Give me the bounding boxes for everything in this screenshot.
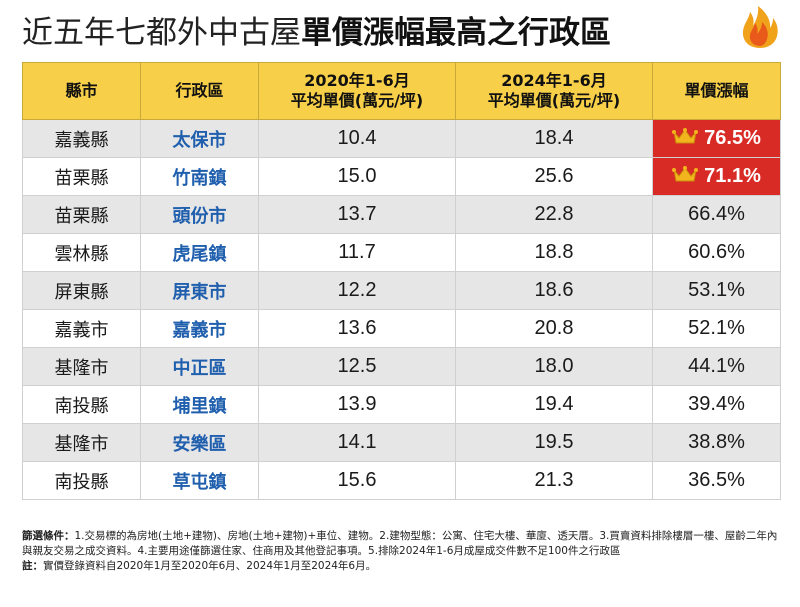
cell-county: 基隆市 <box>22 347 141 386</box>
cell-growth: 53.1% <box>652 271 781 310</box>
flame-icon <box>742 6 778 48</box>
cell-growth: 71.1% <box>652 157 781 196</box>
cell-county: 基隆市 <box>22 423 141 462</box>
table-row: 屏東縣 屏東市 12.2 18.6 53.1% <box>22 271 781 310</box>
header-price-2020: 2020年1-6月 平均單價(萬元/坪) <box>258 62 456 120</box>
crown-icon <box>672 128 699 144</box>
header-price-2024: 2024年1-6月 平均單價(萬元/坪) <box>455 62 653 120</box>
cell-county: 嘉義縣 <box>22 119 141 158</box>
table-row: 苗栗縣 竹南鎮 15.0 25.6 71.1% <box>22 157 781 196</box>
header-price-2024-line1: 2024年1-6月 <box>501 71 607 90</box>
criteria-label: 篩選條件： <box>22 530 75 542</box>
cell-district: 草屯鎮 <box>140 461 259 500</box>
header-district: 行政區 <box>140 62 259 120</box>
cell-county: 苗栗縣 <box>22 157 141 196</box>
growth-value: 71.1% <box>704 165 761 187</box>
cell-district: 安樂區 <box>140 423 259 462</box>
cell-price-2020: 15.0 <box>258 157 456 196</box>
header-county: 縣市 <box>22 62 141 120</box>
cell-price-2020: 13.9 <box>258 385 456 424</box>
cell-price-2020: 13.7 <box>258 195 456 234</box>
cell-county: 雲林縣 <box>22 233 141 272</box>
note-label: 註： <box>22 560 43 572</box>
table-row: 南投縣 埔里鎮 13.9 19.4 39.4% <box>22 385 781 424</box>
price-table-container: 縣市 行政區 2020年1-6月 平均單價(萬元/坪) 2024年1-6月 平均… <box>22 62 781 500</box>
cell-growth: 60.6% <box>652 233 781 272</box>
table-row: 雲林縣 虎尾鎮 11.7 18.8 60.6% <box>22 233 781 272</box>
growth-value: 60.6% <box>688 241 745 263</box>
header-price-2020-line1: 2020年1-6月 <box>304 71 410 90</box>
cell-district: 埔里鎮 <box>140 385 259 424</box>
cell-county: 苗栗縣 <box>22 195 141 234</box>
growth-value: 76.5% <box>704 127 761 149</box>
cell-district: 嘉義市 <box>140 309 259 348</box>
cell-growth: 52.1% <box>652 309 781 348</box>
cell-district: 虎尾鎮 <box>140 233 259 272</box>
note-text: 實價登錄資料自2020年1月至2020年6月、2024年1月至2024年6月。 <box>43 560 377 572</box>
cell-growth: 44.1% <box>652 347 781 386</box>
cell-county: 南投縣 <box>22 461 141 500</box>
cell-district: 屏東市 <box>140 271 259 310</box>
price-growth-table: 縣市 行政區 2020年1-6月 平均單價(萬元/坪) 2024年1-6月 平均… <box>22 62 781 500</box>
cell-price-2024: 21.3 <box>455 461 653 500</box>
cell-price-2024: 22.8 <box>455 195 653 234</box>
cell-county: 嘉義市 <box>22 309 141 348</box>
header-price-2024-line2: 平均單價(萬元/坪) <box>487 91 621 110</box>
cell-price-2024: 19.4 <box>455 385 653 424</box>
table-row: 苗栗縣 頭份市 13.7 22.8 66.4% <box>22 195 781 234</box>
cell-price-2020: 14.1 <box>258 423 456 462</box>
criteria-note: 篩選條件：1.交易標的為房地(土地+建物)、房地(土地+建物)+車位、建物。2.… <box>22 529 782 559</box>
cell-growth: 76.5% <box>652 119 781 158</box>
source-note: 註：實價登錄資料自2020年1月至2020年6月、2024年1月至2024年6月… <box>22 559 782 574</box>
header-growth: 單價漲幅 <box>652 62 781 120</box>
cell-price-2020: 15.6 <box>258 461 456 500</box>
growth-value: 36.5% <box>688 469 745 491</box>
cell-county: 屏東縣 <box>22 271 141 310</box>
cell-price-2024: 19.5 <box>455 423 653 462</box>
cell-growth: 66.4% <box>652 195 781 234</box>
cell-price-2020: 13.6 <box>258 309 456 348</box>
growth-value: 38.8% <box>688 431 745 453</box>
criteria-text: 1.交易標的為房地(土地+建物)、房地(土地+建物)+車位、建物。2.建物型態：… <box>22 530 778 557</box>
growth-value: 66.4% <box>688 203 745 225</box>
cell-growth: 36.5% <box>652 461 781 500</box>
table-row: 基隆市 安樂區 14.1 19.5 38.8% <box>22 423 781 462</box>
cell-district: 中正區 <box>140 347 259 386</box>
page-title: 近五年七都外中古屋 單價漲幅最高之行政區 <box>22 6 611 52</box>
cell-district: 太保市 <box>140 119 259 158</box>
growth-value: 39.4% <box>688 393 745 415</box>
cell-price-2020: 12.2 <box>258 271 456 310</box>
cell-price-2024: 25.6 <box>455 157 653 196</box>
growth-value: 52.1% <box>688 317 745 339</box>
cell-price-2024: 18.0 <box>455 347 653 386</box>
table-row: 嘉義市 嘉義市 13.6 20.8 52.1% <box>22 309 781 348</box>
title-bold: 單價漲幅最高之行政區 <box>301 14 611 51</box>
table-row: 南投縣 草屯鎮 15.6 21.3 36.5% <box>22 461 781 500</box>
growth-value: 53.1% <box>688 279 745 301</box>
table-body: 嘉義縣 太保市 10.4 18.4 76.5% 苗栗縣 竹南鎮 15.0 25.6 71.1% 苗栗… <box>22 119 781 500</box>
crown-icon <box>672 166 699 182</box>
cell-price-2024: 18.4 <box>455 119 653 158</box>
cell-district: 竹南鎮 <box>140 157 259 196</box>
footnotes: 篩選條件：1.交易標的為房地(土地+建物)、房地(土地+建物)+車位、建物。2.… <box>22 529 782 574</box>
cell-price-2024: 18.6 <box>455 271 653 310</box>
cell-growth: 39.4% <box>652 385 781 424</box>
cell-price-2024: 18.8 <box>455 233 653 272</box>
title-normal: 近五年七都外中古屋 <box>22 14 301 51</box>
table-row: 嘉義縣 太保市 10.4 18.4 76.5% <box>22 119 781 158</box>
cell-district: 頭份市 <box>140 195 259 234</box>
cell-price-2020: 12.5 <box>258 347 456 386</box>
cell-price-2020: 11.7 <box>258 233 456 272</box>
growth-value: 44.1% <box>688 355 745 377</box>
header-price-2020-line2: 平均單價(萬元/坪) <box>290 91 424 110</box>
cell-price-2020: 10.4 <box>258 119 456 158</box>
table-row: 基隆市 中正區 12.5 18.0 44.1% <box>22 347 781 386</box>
cell-growth: 38.8% <box>652 423 781 462</box>
cell-price-2024: 20.8 <box>455 309 653 348</box>
cell-county: 南投縣 <box>22 385 141 424</box>
table-header-row: 縣市 行政區 2020年1-6月 平均單價(萬元/坪) 2024年1-6月 平均… <box>22 62 781 120</box>
